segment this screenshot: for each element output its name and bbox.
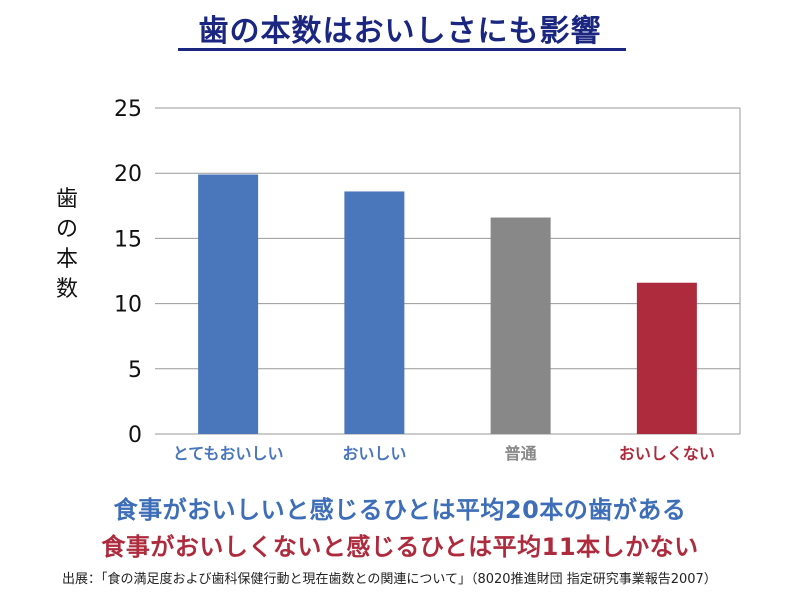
bar-chart: 0 5 10 15 20 25 とてもおいしい おいしい 普通 おいしくない xyxy=(114,97,741,463)
bar xyxy=(198,174,259,434)
y-tick-label: 0 xyxy=(128,423,142,448)
bar xyxy=(344,191,405,434)
bar xyxy=(490,217,551,434)
y-axis-label-char-2: の xyxy=(55,217,78,242)
y-axis-label-char-1: 歯 xyxy=(55,187,78,212)
y-tick-label: 15 xyxy=(114,227,142,252)
summary-line-2: 食事がおいしくないと感じるひとは平均11本しかない xyxy=(101,533,699,561)
x-tick-label: とてもおいしい xyxy=(173,444,284,463)
x-tick-label: おいしい xyxy=(342,444,406,463)
y-axis-label-char-4: 数 xyxy=(55,277,78,302)
source-citation: 出展：「食の満足度および歯科保健行動と現在歯数との関連について」（8020推進財… xyxy=(62,572,717,587)
y-tick-label: 5 xyxy=(128,358,142,383)
chart-title: 歯の本数はおいしさにも影響 xyxy=(198,14,602,49)
x-tick-label: 普通 xyxy=(505,444,537,463)
y-tick-label: 25 xyxy=(114,97,142,122)
y-tick-label: 20 xyxy=(114,162,142,187)
summary-line-1: 食事がおいしいと感じるひとは平均20本の歯がある xyxy=(113,496,687,524)
y-axis-label: 歯 の 本 数 xyxy=(52,185,82,305)
y-tick-label: 10 xyxy=(114,293,142,318)
title-underline xyxy=(178,48,626,51)
y-axis-label-char-3: 本 xyxy=(55,247,78,272)
x-tick-label: おいしくない xyxy=(619,444,715,463)
bar xyxy=(636,282,697,434)
